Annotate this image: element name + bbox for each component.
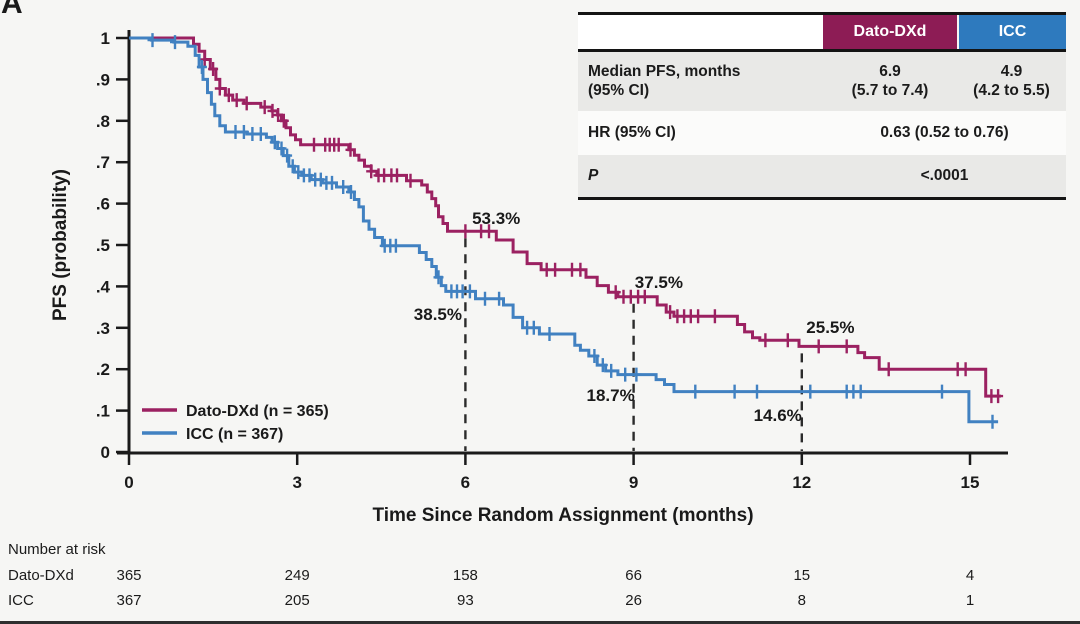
stats-header-spacer (578, 15, 823, 49)
x-tick-label: 12 (792, 473, 811, 492)
annotation-37.5%: 37.5% (635, 273, 683, 292)
median-pfs-icc-value: 4.9 (1000, 62, 1023, 80)
p-value: <.0001 (920, 167, 969, 184)
risk-count-dato-dxd-m0: 365 (116, 567, 142, 584)
annotation-18.7%: 18.7% (587, 386, 635, 405)
censor-marks-dato-dxd (199, 52, 1004, 404)
stats-table-header-row: Dato-DXd ICC (578, 15, 1066, 49)
figure-bottom-rule (0, 621, 1080, 624)
y-axis-title: PFS (probability) (50, 169, 71, 321)
x-tick-label: 6 (461, 473, 470, 492)
annotation-53.3%: 53.3% (472, 209, 520, 228)
risk-count-dato-dxd-m15: 4 (965, 567, 975, 584)
median-pfs-icc-ci: (4.2 to 5.5) (973, 81, 1050, 99)
stats-table-top-rule (578, 12, 1066, 15)
panel-label: A (1, 0, 23, 20)
risk-count-icc-m15: 1 (965, 592, 975, 609)
risk-count-dato-dxd-m6: 158 (452, 567, 478, 584)
y-tick-label: .3 (96, 319, 110, 338)
median-pfs-dato-ci: (5.7 to 7.4) (851, 81, 929, 99)
stats-table-header-rule (578, 49, 1066, 52)
annotation-38.5%: 38.5% (414, 305, 462, 324)
legend-label-icc: ICC (n = 367) (186, 426, 283, 443)
legend: Dato-DXd (n = 365) ICC (n = 367) (142, 403, 329, 443)
annotation-25.5%: 25.5% (806, 318, 854, 337)
risk-count-icc-m6: 93 (457, 592, 474, 609)
risk-count-dato-dxd-m3: 249 (284, 567, 310, 584)
stats-row-p: P <.0001 (578, 155, 1066, 197)
y-tick-label: .8 (96, 112, 110, 131)
y-tick-label: .5 (96, 236, 110, 255)
median-pfs-label: Median PFS, months (95% CI) (578, 63, 823, 101)
median-pfs-label-line1: Median PFS, months (588, 62, 741, 80)
y-tick-label: .4 (96, 277, 111, 296)
risk-count-icc-m9: 26 (625, 592, 642, 609)
stats-row-median-pfs: Median PFS, months (95% CI) 6.9 (5.7 to … (578, 52, 1066, 111)
risk-count-icc-m3: 205 (284, 592, 310, 609)
risk-count-dato-dxd-m9: 66 (625, 567, 642, 584)
hr-value: 0.63 (0.52 to 0.76) (880, 124, 1009, 141)
number-at-risk-title: Number at risk (8, 541, 106, 558)
censor-marks-icc (147, 33, 998, 429)
y-tick-label: 0 (101, 443, 110, 462)
y-tick-label: .7 (96, 153, 110, 172)
percent-annotations: 53.3% 38.5% 37.5% 18.7% 25.5% 14.6% (414, 209, 855, 425)
y-tick-label: .6 (96, 195, 110, 214)
km-curve-dato-dxd (129, 36, 1001, 398)
median-pfs-value-icc: 4.9 (4.2 to 5.5) (957, 63, 1066, 101)
p-label: P (588, 166, 599, 184)
km-curve-icc (129, 36, 999, 424)
median-pfs-dato-value: 6.9 (879, 62, 901, 80)
y-tick-label: .1 (96, 402, 110, 421)
x-axis-title: Time Since Random Assignment (months) (372, 505, 753, 526)
risk-row-label-dato: Dato-DXd (8, 567, 74, 584)
stats-header-cell-icc: ICC (957, 15, 1066, 49)
stats-row-hr: HR (95% CI) 0.63 (0.52 to 0.76) (578, 111, 1066, 155)
median-pfs-value-dato: 6.9 (5.7 to 7.4) (823, 63, 957, 101)
y-tick-label: .9 (96, 70, 110, 89)
survival-curves (129, 33, 1004, 429)
hr-label: HR (95% CI) (588, 123, 676, 141)
axes: 1 .9 .8 .7 .6 .5 .4 .3 .2 .1 00 3 6 9 12 15 (96, 29, 1008, 492)
stats-table: Dato-DXd ICC Median PFS, months (95% CI)… (578, 12, 1066, 200)
median-pfs-label-line2: (95% CI) (588, 81, 650, 99)
risk-row-label-icc: ICC (8, 592, 34, 609)
stats-table-bottom-rule (578, 197, 1066, 200)
x-tick-label: 9 (629, 473, 638, 492)
annotation-14.6%: 14.6% (754, 406, 802, 425)
x-tick-label: 3 (292, 473, 301, 492)
legend-label-dato: Dato-DXd (n = 365) (186, 403, 329, 420)
x-tick-label: 15 (961, 473, 980, 492)
dashed-reference-lines (464, 238, 803, 451)
risk-count-icc-m12: 8 (797, 592, 806, 609)
risk-count-icc-m0: 367 (116, 592, 142, 609)
x-tick-label: 0 (124, 473, 133, 492)
y-tick-label: .2 (96, 360, 110, 379)
stats-header-cell-dato: Dato-DXd (823, 15, 957, 49)
risk-count-dato-dxd-m12: 15 (793, 567, 811, 584)
y-tick-label: 1 (101, 29, 110, 48)
